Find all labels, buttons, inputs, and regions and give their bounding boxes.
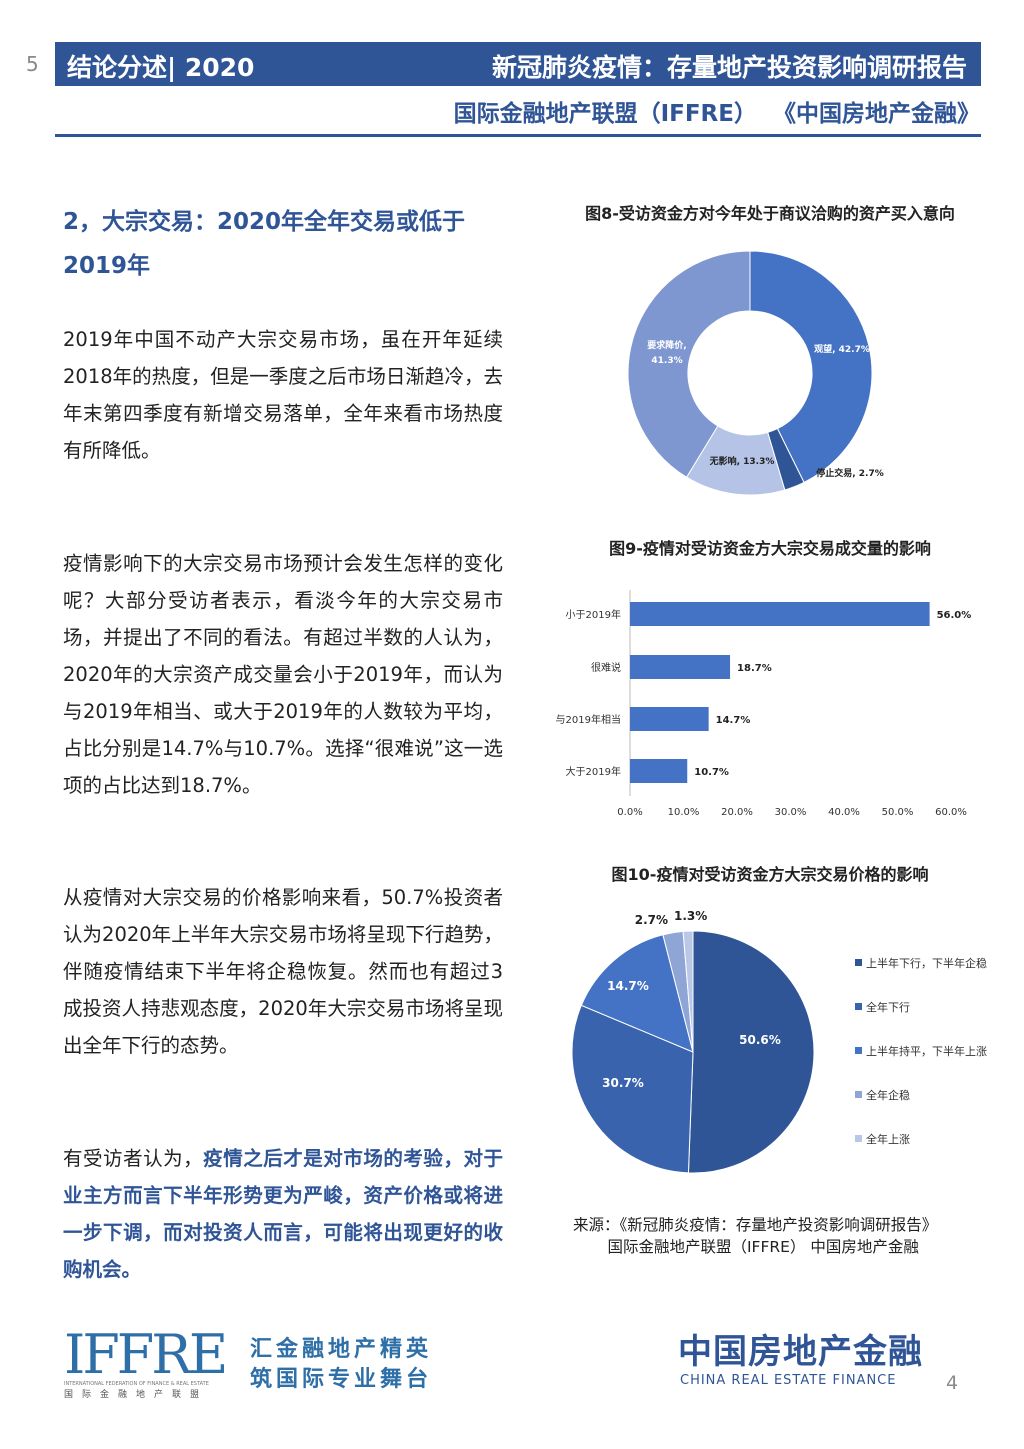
crf-logo-en: CHINA REAL ESTATE FINANCE [680, 1373, 897, 1388]
source-note: 来源：《新冠肺炎疫情：存量地产投资影响调研报告》 国际金融地产联盟（IFFRE）… [573, 1216, 938, 1256]
legend-label: 上半年下行，下半年企稳 [866, 956, 987, 970]
header-bar: 结论分述| 2020 新冠肺炎疫情：存量地产投资影响调研报告 [55, 42, 981, 86]
donut-label: 观望, 42.7% [814, 343, 870, 355]
bar-value-label: 18.7% [737, 663, 772, 674]
donut-label: 无影响, 13.3% [709, 455, 775, 467]
donut-slice-0 [749, 250, 873, 484]
chart10-title: 图10-疫情对受访资金方大宗交易价格的影响 [611, 865, 929, 884]
bar-2 [630, 707, 709, 731]
pie-value-label: 14.7% [607, 979, 649, 993]
slogan: 汇金融地产精英 筑国际专业舞台 [250, 1334, 432, 1394]
x-tick-label: 0.0% [617, 807, 642, 818]
slogan-line-1: 汇金融地产精英 [250, 1336, 433, 1362]
paragraph-4-prefix: 有受访者认为， [63, 1147, 204, 1170]
chart9-title: 图9-疫情对受访资金方大宗交易成交量的影响 [609, 539, 931, 558]
bar-1 [630, 655, 731, 679]
legend-swatch [855, 1091, 862, 1098]
bar-category-label: 小于2019年 [566, 608, 621, 621]
bar-category-label: 与2019年相当 [556, 713, 621, 726]
iffre-logo: IFFRE [64, 1323, 228, 1386]
report-title: 新冠肺炎疫情：存量地产投资影响调研报告 [491, 53, 967, 82]
legend-swatch [855, 1135, 862, 1142]
bar-0 [630, 602, 930, 626]
legend-label: 全年上涨 [866, 1132, 910, 1146]
iffre-logo-en: INTERNATIONAL FEDERATION OF FINANCE & RE… [64, 1381, 209, 1387]
section-label: 结论分述| 2020 [67, 53, 255, 82]
slogan-line-2: 筑国际专业舞台 [250, 1366, 433, 1392]
iffre-logo-cn: 国际金融地产联盟 [64, 1390, 209, 1400]
paragraph-4-highlight: 疫情之后才是对市场的考验，对于业主方而言下半年形势更为严峻，资产价格或将进一步下… [63, 1147, 503, 1281]
legend-label: 上半年持平，下半年上涨 [866, 1044, 987, 1058]
bar-value-label: 14.7% [716, 715, 751, 726]
legend-swatch [855, 959, 862, 966]
x-tick-label: 20.0% [721, 807, 753, 818]
paragraph-2: 疫情影响下的大宗交易市场预计会发生怎样的变化呢？大部分受访者表示，看淡今年的大宗… [63, 552, 503, 797]
page-number-bottom: 4 [946, 1372, 959, 1394]
legend-label: 全年企稳 [866, 1088, 910, 1102]
x-tick-label: 30.0% [775, 807, 807, 818]
pie-slice-0 [687, 930, 815, 1174]
donut-label: 41.3% [651, 356, 682, 366]
paragraph-4: 有受访者认为，疫情之后才是对市场的考验，对于业主方而言下半年形势更为严峻，资产价… [63, 1140, 503, 1288]
donut-label: 要求降价, [647, 339, 686, 351]
bar-category-label: 大于2019年 [566, 765, 621, 778]
section-title: 2，大宗交易：2020年全年交易或低于2019年 [63, 209, 466, 279]
pie-value-label: 50.6% [739, 1033, 781, 1047]
legend-label: 全年下行 [866, 1000, 910, 1014]
bar-value-label: 10.7% [694, 767, 729, 778]
donut-label: 停止交易, 2.7% [816, 467, 884, 479]
x-tick-label: 60.0% [935, 807, 967, 818]
crf-logo: 中国房地产金融 [678, 1332, 923, 1372]
pie-value-label: 30.7% [602, 1076, 644, 1090]
legend-swatch [855, 1047, 862, 1054]
bar-category-label: 很难说 [591, 661, 621, 674]
header-subtitle: 国际金融地产联盟（IFFRE） 《中国房地产金融》 [453, 101, 980, 127]
page-number-top: 5 [26, 52, 39, 76]
bar-value-label: 56.0% [937, 610, 972, 621]
paragraph-1: 2019年中国不动产大宗交易市场，虽在开年延续2018年的热度，但是一季度之后市… [63, 328, 503, 462]
chart8-title: 图8-受访资金方对今年处于商议洽购的资产买入意向 [585, 204, 955, 223]
x-tick-label: 10.0% [668, 807, 700, 818]
bar-3 [630, 759, 688, 783]
x-tick-label: 40.0% [828, 807, 860, 818]
legend-swatch [855, 1003, 862, 1010]
pie-slice-4 [682, 930, 694, 1053]
pie-value-label: 2.7% [635, 913, 668, 927]
donut-slice-3 [627, 250, 751, 478]
header-divider [55, 134, 981, 137]
x-tick-label: 50.0% [882, 807, 914, 818]
pie-value-label: 1.3% [674, 909, 707, 923]
paragraph-3: 从疫情对大宗交易的价格影响来看，50.7%投资者认为2020年上半年大宗交易市场… [63, 886, 503, 1057]
pie-slice-1 [571, 1004, 694, 1174]
